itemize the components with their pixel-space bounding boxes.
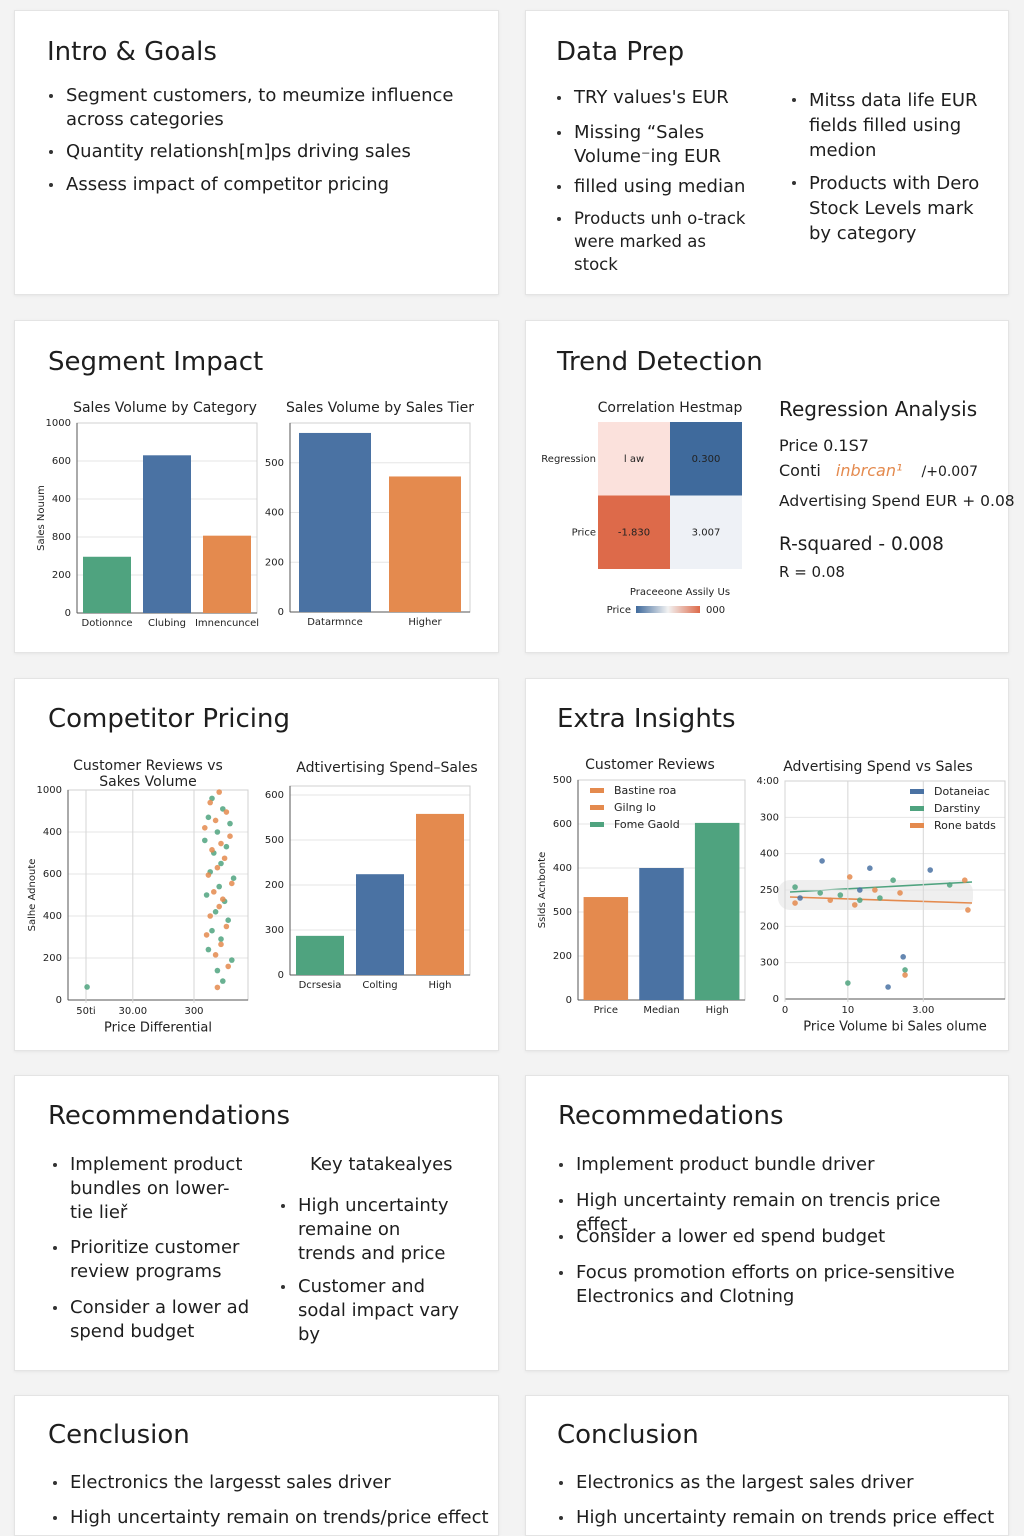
bullet: Assess impact of competitor pricing bbox=[49, 173, 466, 197]
bullet: Mitss data life EUR fields filled using … bbox=[792, 90, 978, 161]
regression-term: /+0.007 bbox=[921, 464, 979, 480]
card bbox=[14, 10, 499, 295]
panel-title: Conclusion bbox=[557, 1420, 699, 1450]
bullet: Segment customers, to meumize influence … bbox=[49, 84, 456, 132]
panel-title: Extra Insights bbox=[557, 704, 736, 734]
bullet: Quantity relationsh[m]ps driving sales bbox=[49, 140, 466, 164]
bullet: High uncertainty remain on trends/price … bbox=[53, 1507, 489, 1528]
card bbox=[525, 1075, 1009, 1371]
bullet: Prioritize customer review programs bbox=[53, 1236, 250, 1284]
regression-line: R-squared - 0.008 bbox=[779, 534, 944, 555]
regression-line: Advertising Spend EUR + 0.08 bbox=[779, 492, 1015, 510]
bullet: Focus promotion efforts on price-sensiti… bbox=[559, 1261, 976, 1309]
regression-line: R = 0.08 bbox=[779, 563, 845, 581]
regression-line: Price 0.1S7 bbox=[779, 436, 869, 455]
bullet: filled using median bbox=[557, 175, 764, 199]
bullet: Electronics the largesst sales driver bbox=[53, 1471, 490, 1495]
bullet: High uncertainty remain on trencis price… bbox=[559, 1189, 996, 1237]
bullet: Missing “Sales Volume⁻ing EUR bbox=[557, 121, 724, 169]
regression-line: Conti inbrcan¹ /+0.007 bbox=[779, 461, 978, 480]
bullet: Electronics as the largest sales driver bbox=[559, 1471, 996, 1495]
bullet: Products with Dero Stock Levels mark by … bbox=[792, 171, 984, 246]
panel-title: Recommendations bbox=[48, 1101, 291, 1131]
takeaways-title: Key tatakealyes bbox=[310, 1154, 453, 1175]
bullet: Consider a lower ad spend budget bbox=[53, 1297, 250, 1342]
regression-term: Conti bbox=[779, 461, 821, 480]
card bbox=[525, 1395, 1009, 1536]
bullet: Customer and sodal impact vary by bbox=[281, 1275, 478, 1347]
panel-title: Segment Impact bbox=[48, 347, 264, 377]
bullet: Implement product bundles on lower-tie l… bbox=[53, 1153, 250, 1225]
bullet: TRY values's EUR bbox=[557, 86, 764, 110]
panel-title: Recommedations bbox=[558, 1101, 784, 1131]
panel-title: Trend Detection bbox=[557, 347, 763, 377]
bullet: Implement product bundle driver bbox=[559, 1153, 996, 1177]
bullet: Consider a lower ed spend budget bbox=[559, 1225, 996, 1249]
card bbox=[14, 1395, 499, 1536]
card bbox=[14, 1075, 499, 1371]
bullet: High uncertainty remain on trends price … bbox=[559, 1507, 995, 1528]
bullet: High uncertainty remaine on trends and p… bbox=[281, 1194, 458, 1266]
panel-title: Competitor Pricing bbox=[48, 704, 290, 734]
panel-title: Intro & Goals bbox=[47, 37, 217, 67]
card bbox=[525, 10, 1009, 295]
panel-title: Cenclusion bbox=[48, 1420, 190, 1450]
panel-title: Data Prep bbox=[556, 37, 685, 67]
regression-term: inbrcan¹ bbox=[835, 461, 903, 480]
bullet: Products unh o-track were marked as stoc… bbox=[557, 207, 749, 276]
regression-title: Regression Analysis bbox=[779, 397, 978, 421]
